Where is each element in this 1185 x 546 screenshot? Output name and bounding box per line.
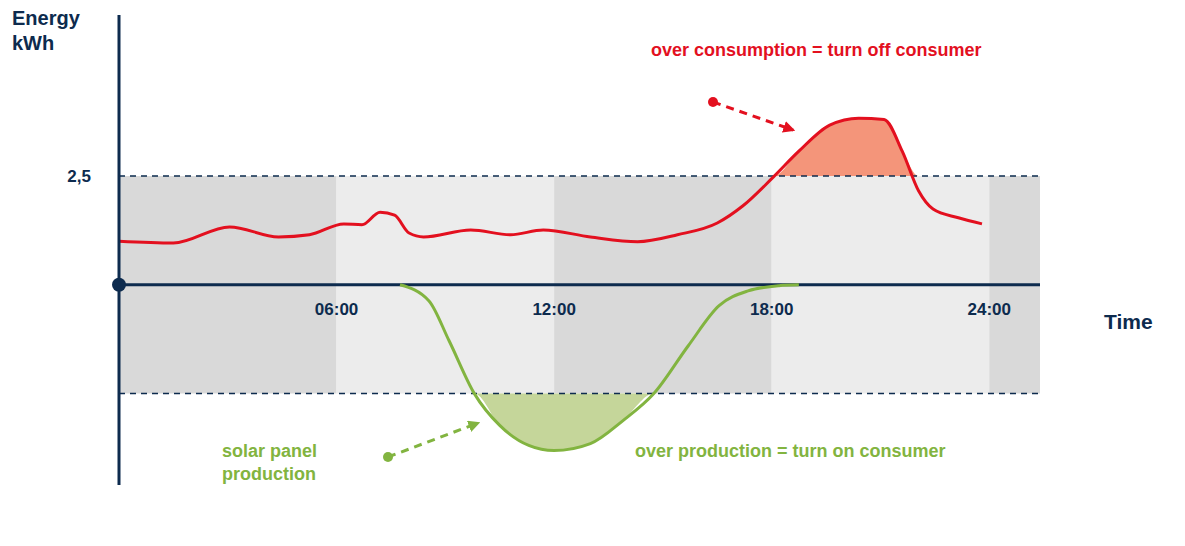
html-text:Time: Time [1104,310,1153,333]
svg-text:12:00: 12:00 [532,300,575,319]
svg-text:18:00: 18:00 [750,300,793,319]
html-text:over consumption = turn off co: over consumption = turn off consumer [651,40,982,60]
svg-text:06:00: 06:00 [315,300,358,319]
html-text:Energy kWh: Energy kWh [12,7,80,54]
svg-text:2,5: 2,5 [67,167,91,186]
svg-text:24:00: 24:00 [967,300,1010,319]
html-text:solar panel production: solar panel production [222,441,317,485]
html-text:over production = turn on cons: over production = turn on consumer [635,441,946,461]
